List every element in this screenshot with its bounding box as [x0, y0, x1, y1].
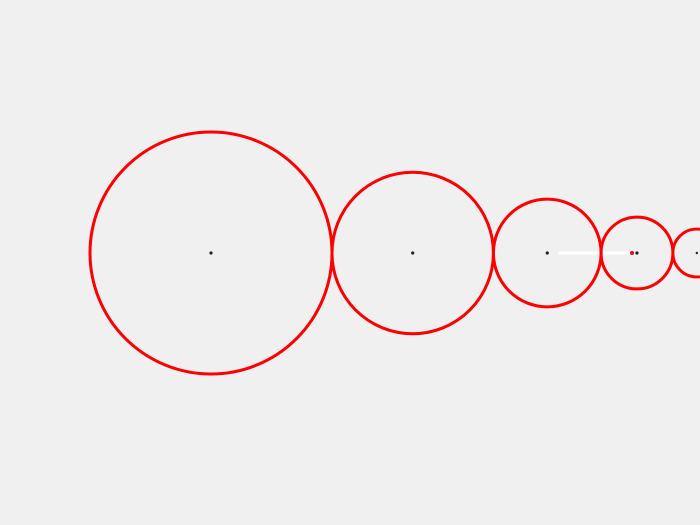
- limit-point: [630, 251, 634, 255]
- circle-chain: [88, 130, 700, 376]
- chain-circle: [671, 227, 700, 279]
- circle-center-dot: [635, 251, 639, 255]
- circle-center-dot: [411, 251, 415, 255]
- circle-center-dot: [209, 251, 213, 255]
- center-dots: [209, 251, 699, 255]
- circle-center-dot: [545, 251, 549, 255]
- circle-center-dot: [695, 251, 699, 255]
